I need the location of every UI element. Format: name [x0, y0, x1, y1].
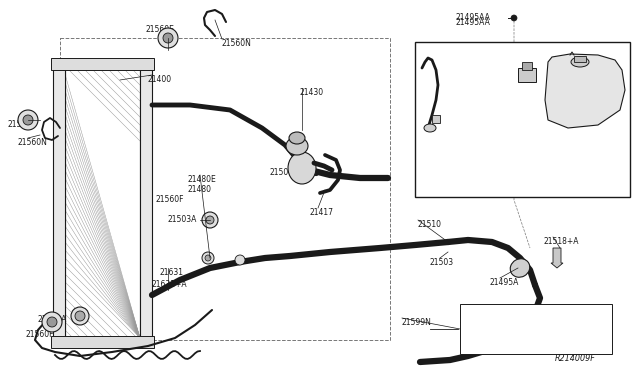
Text: 21515E: 21515E [425, 112, 454, 121]
Circle shape [206, 216, 214, 224]
Text: 21495A: 21495A [490, 278, 520, 287]
Text: USE NISSAN
GENUINE PART: USE NISSAN GENUINE PART [538, 326, 568, 334]
Circle shape [42, 312, 62, 332]
Text: 21501: 21501 [270, 168, 294, 177]
Text: DO NOT REUSE
COOLANT: DO NOT REUSE COOLANT [462, 326, 493, 334]
Bar [415, 42, 630, 197]
Circle shape [202, 212, 218, 228]
Bar [518, 68, 536, 82]
Text: 21400: 21400 [148, 75, 172, 84]
Text: 21560F: 21560F [25, 330, 54, 339]
FancyArrow shape [551, 248, 563, 268]
Text: 21503A: 21503A [168, 215, 197, 224]
Bar [51, 336, 154, 348]
Bar [432, 115, 440, 123]
Bar [460, 304, 612, 354]
Circle shape [235, 255, 245, 265]
Text: 21503: 21503 [430, 258, 454, 267]
Text: 21560F: 21560F [155, 195, 184, 204]
Text: 21560E: 21560E [8, 120, 37, 129]
Circle shape [23, 115, 33, 125]
Text: 21503A: 21503A [38, 315, 67, 324]
Bar [53, 68, 65, 338]
Polygon shape [545, 54, 625, 128]
Bar [140, 68, 152, 338]
Text: 21560N: 21560N [18, 138, 48, 147]
Bar [574, 56, 586, 62]
Text: 21518: 21518 [516, 60, 540, 69]
Text: ⚠ CAUTION: ⚠ CAUTION [464, 309, 499, 314]
Text: 21480: 21480 [188, 185, 212, 194]
Text: 21510: 21510 [418, 220, 442, 229]
Text: 21721: 21721 [604, 105, 628, 114]
Ellipse shape [510, 259, 530, 277]
Text: 21430: 21430 [299, 88, 323, 97]
Text: 21518+A: 21518+A [543, 237, 579, 246]
Circle shape [18, 110, 38, 130]
Text: 21480E: 21480E [188, 175, 217, 184]
Circle shape [158, 28, 178, 48]
Ellipse shape [286, 137, 308, 155]
Circle shape [202, 252, 214, 264]
Circle shape [511, 15, 517, 21]
Text: 21712M: 21712M [574, 55, 605, 64]
Text: 21631: 21631 [160, 268, 184, 277]
Ellipse shape [424, 124, 436, 132]
Circle shape [205, 255, 211, 261]
Circle shape [75, 311, 85, 321]
Text: 21599N: 21599N [402, 318, 432, 327]
Bar [51, 58, 154, 70]
Text: 21560E: 21560E [145, 25, 174, 34]
Text: 21417: 21417 [310, 208, 334, 217]
Text: 21515E: 21515E [445, 158, 474, 167]
Ellipse shape [289, 132, 305, 144]
Text: 21495AA: 21495AA [455, 13, 490, 22]
Bar [522, 62, 532, 70]
Ellipse shape [288, 152, 316, 184]
Text: R214009F: R214009F [555, 354, 596, 363]
Text: 21631+A: 21631+A [152, 280, 188, 289]
Text: 21515: 21515 [440, 60, 464, 69]
Circle shape [71, 307, 89, 325]
Text: 21560N: 21560N [222, 39, 252, 48]
Ellipse shape [571, 57, 589, 67]
Text: ⚠ MADE IN CHINA: ⚠ MADE IN CHINA [540, 309, 593, 314]
Text: 21495AA: 21495AA [455, 18, 490, 27]
Bar [65, 68, 140, 338]
Circle shape [163, 33, 173, 43]
Circle shape [47, 317, 57, 327]
